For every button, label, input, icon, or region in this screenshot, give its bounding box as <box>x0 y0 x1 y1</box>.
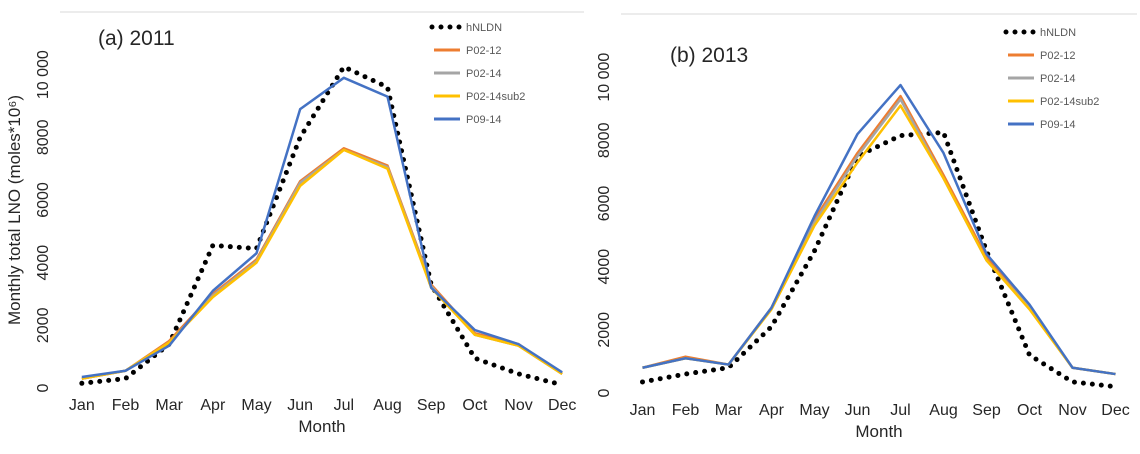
x-tick-label: Sep <box>417 397 446 414</box>
x-tick-label: Jan <box>630 402 656 419</box>
x-axis-title: Month <box>298 417 345 436</box>
series-line <box>642 98 1116 376</box>
x-tick-label: Jun <box>287 397 313 414</box>
x-axis-title: Month <box>855 422 902 441</box>
y-tick-label: 4000 <box>35 245 52 281</box>
y-tick-label: 0 <box>596 388 613 397</box>
x-tick-label: Apr <box>759 402 785 419</box>
x-tick-label: Nov <box>1058 402 1086 419</box>
x-tick-label: May <box>241 397 271 414</box>
x-tick-label: Aug <box>929 402 957 419</box>
x-tick-label: Mar <box>155 397 183 414</box>
y-tick-label: 10 000 <box>35 50 52 99</box>
series-line <box>81 148 563 380</box>
legend-label: P09-14 <box>466 114 501 126</box>
panel-title: (a) 2011 <box>98 27 175 50</box>
x-tick-label: Jun <box>845 402 871 419</box>
legend-label: P02-14sub2 <box>1040 96 1099 108</box>
y-axis-title: Monthly total LNO (moles*10⁶) <box>5 95 24 325</box>
x-tick-label: Dec <box>548 397 576 414</box>
x-tick-label: Oct <box>1017 402 1042 419</box>
series-line <box>642 94 1116 376</box>
legend-label: P02-14 <box>466 68 501 80</box>
y-tick-label: 0 <box>35 383 52 392</box>
x-tick-label: Jul <box>890 402 910 419</box>
x-tick-label: Jul <box>334 397 354 414</box>
x-tick-label: Aug <box>373 397 401 414</box>
legend-label: hNLDN <box>466 22 502 34</box>
panel-title: (b) 2013 <box>670 44 748 67</box>
x-tick-label: Dec <box>1101 402 1129 419</box>
y-tick-label: 2000 <box>596 312 613 348</box>
legend-label: hNLDN <box>1040 27 1076 39</box>
legend-label: P02-14sub2 <box>466 91 525 103</box>
x-tick-label: Mar <box>715 402 743 419</box>
y-tick-label: 10 000 <box>596 53 613 102</box>
series-line <box>642 83 1116 376</box>
legend-label: P02-14 <box>1040 73 1075 85</box>
legend-label: P02-12 <box>1040 50 1075 62</box>
y-tick-label: 2000 <box>35 307 52 343</box>
y-tick-label: 6000 <box>35 182 52 218</box>
x-tick-label: Jan <box>69 397 95 414</box>
legend-label: P02-12 <box>466 45 501 57</box>
legend-label: P09-14 <box>1040 119 1075 131</box>
series-line <box>640 129 1118 390</box>
x-tick-label: May <box>799 402 829 419</box>
y-tick-label: 4000 <box>596 249 613 285</box>
series-line <box>81 148 563 380</box>
series-line <box>81 147 563 380</box>
series-line <box>81 76 563 379</box>
y-tick-label: 6000 <box>596 186 613 222</box>
x-tick-label: Apr <box>200 397 226 414</box>
y-tick-label: 8000 <box>596 122 613 158</box>
x-tick-label: Sep <box>972 402 1001 419</box>
x-tick-label: Feb <box>112 397 140 414</box>
x-tick-label: Nov <box>504 397 532 414</box>
y-tick-label: 8000 <box>35 119 52 155</box>
x-tick-label: Feb <box>672 402 700 419</box>
x-tick-label: Oct <box>462 397 487 414</box>
